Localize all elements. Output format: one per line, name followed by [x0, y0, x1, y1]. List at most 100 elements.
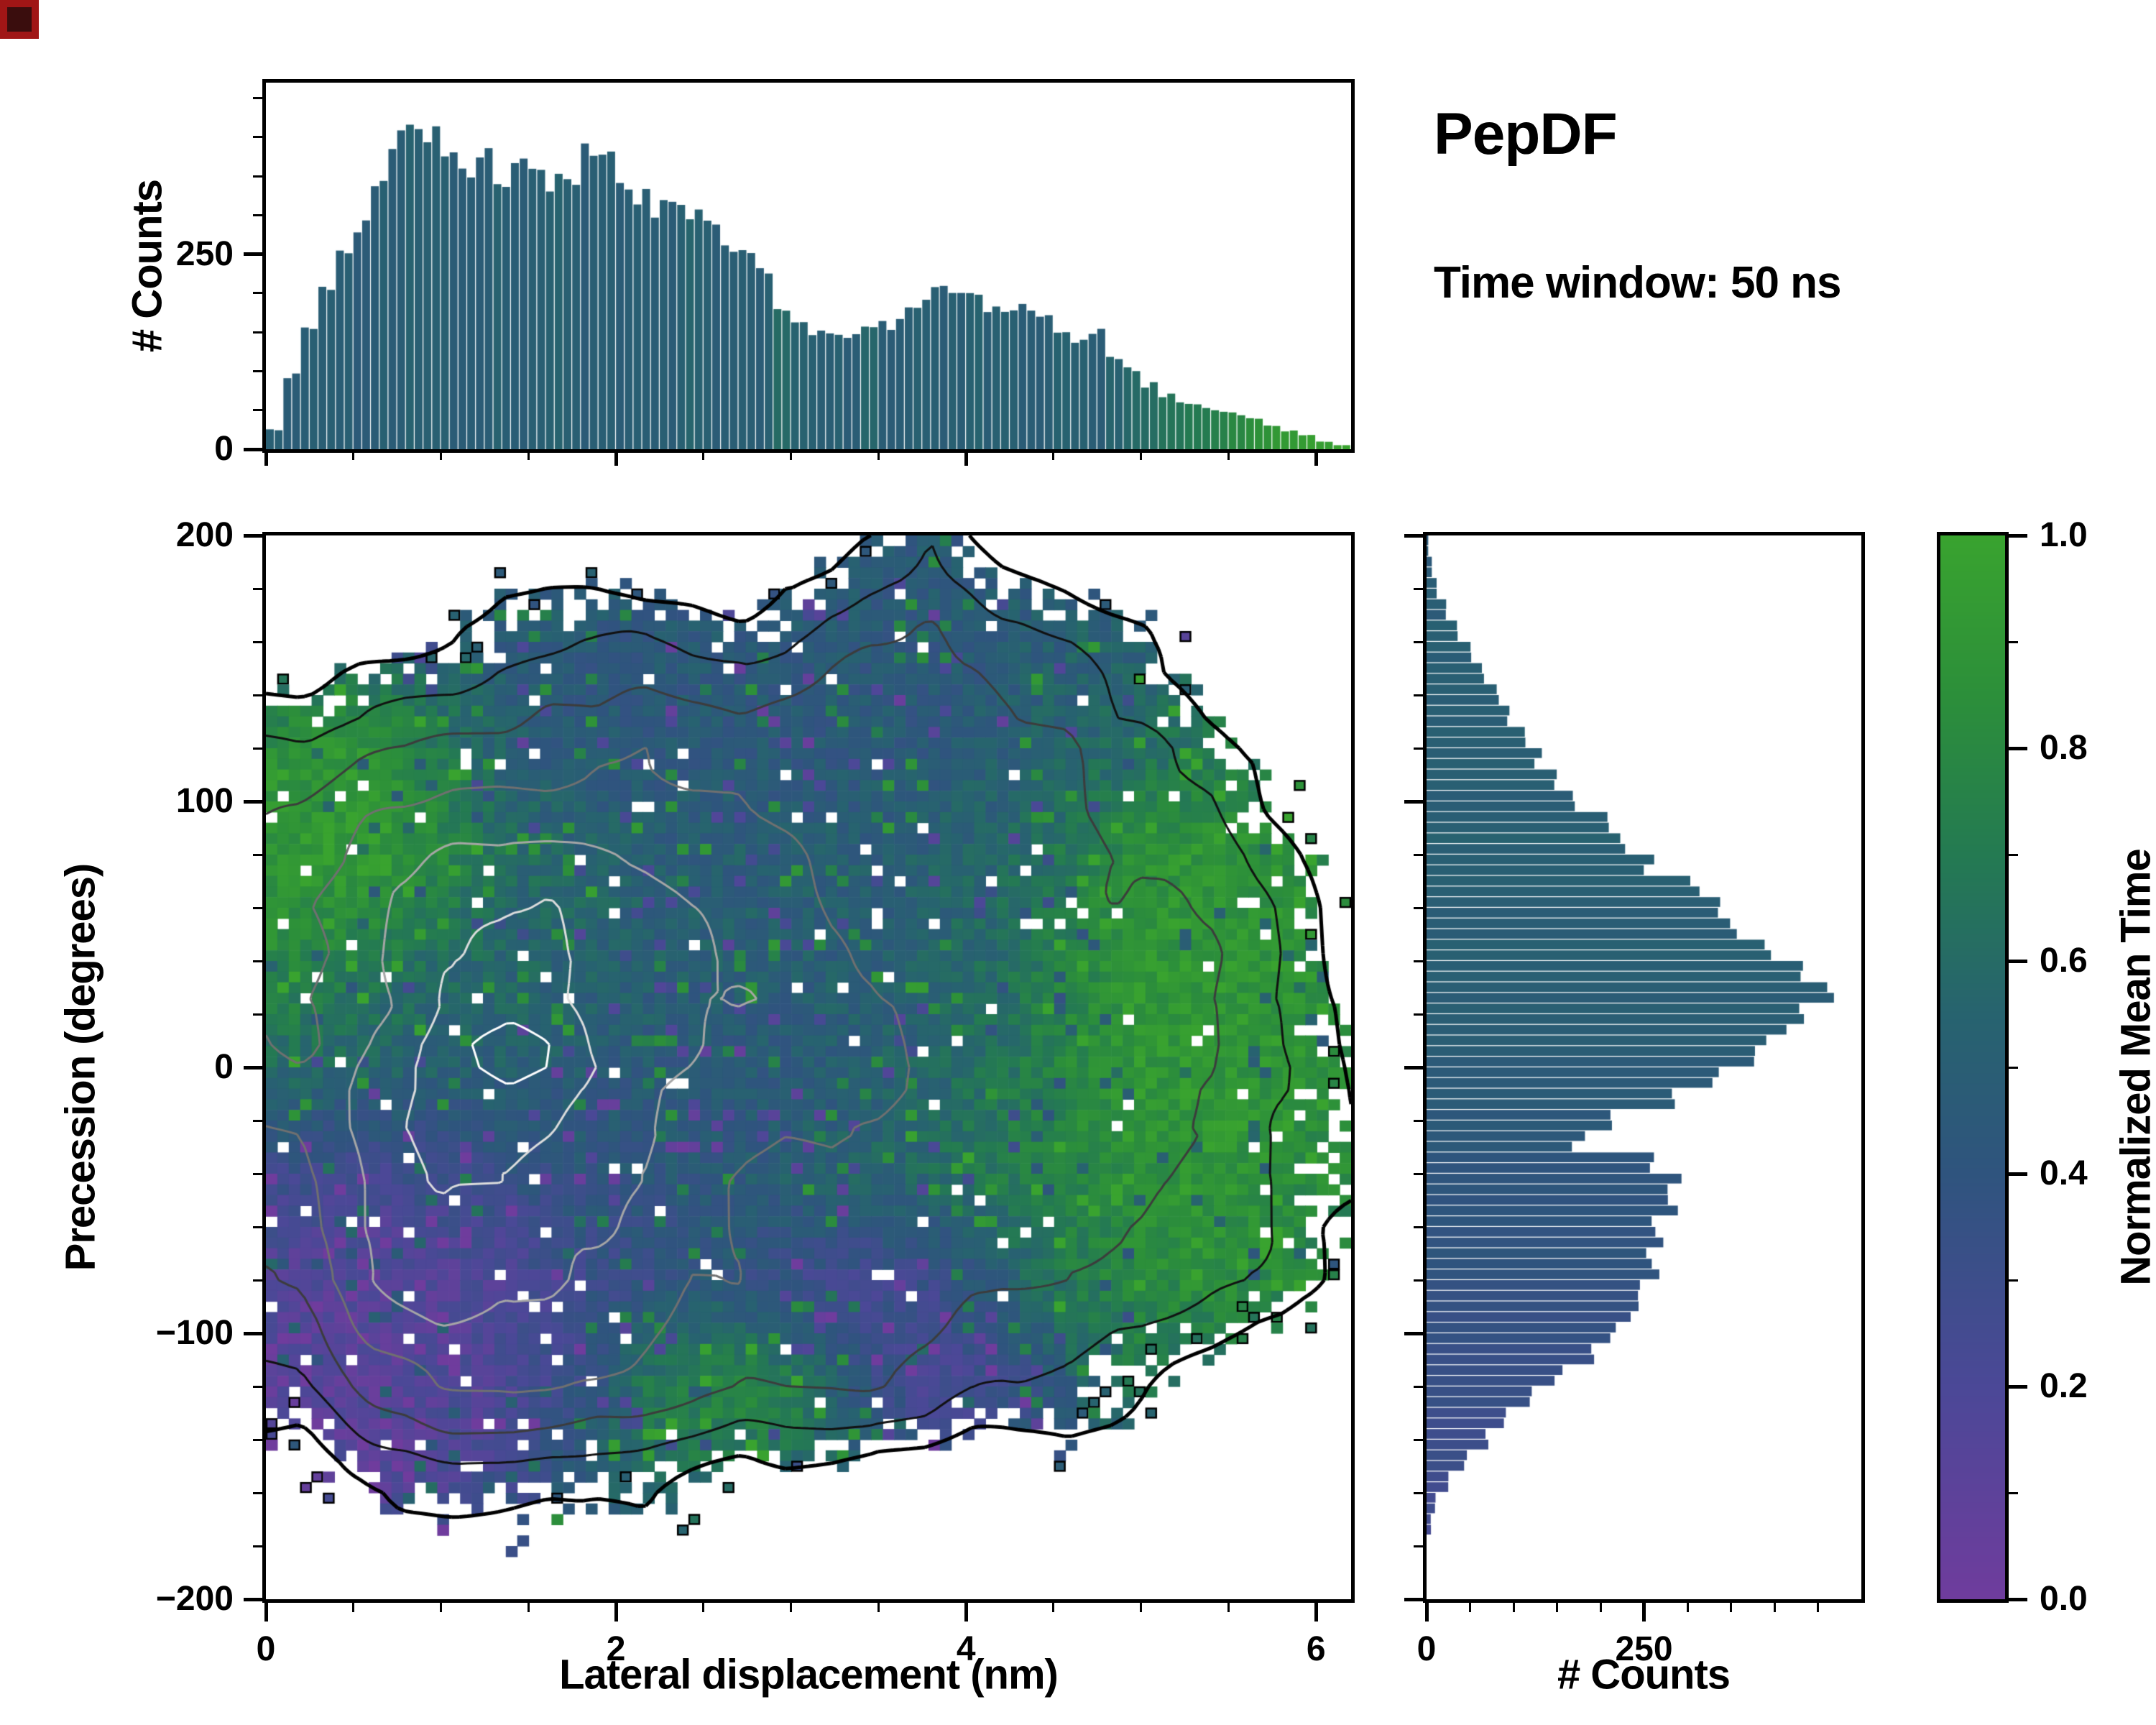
tick-mark	[253, 1225, 262, 1228]
tick-mark	[253, 1385, 262, 1388]
tick-mark	[1414, 1119, 1423, 1122]
tick-mark	[253, 587, 262, 590]
tick-label: 0	[214, 1048, 234, 1086]
tick-mark	[1404, 1597, 1423, 1601]
tick-mark	[253, 1119, 262, 1122]
tick-label: 0.4	[2040, 1154, 2088, 1192]
tick-label: 0	[256, 1630, 276, 1668]
tick-mark	[244, 1065, 262, 1070]
tick-mark	[790, 453, 793, 460]
tick-mark	[1512, 1603, 1515, 1612]
right-histogram-canvas	[1427, 535, 1861, 1599]
tick-mark	[2009, 533, 2027, 538]
tick-mark	[1642, 1603, 1646, 1622]
tick-mark	[244, 1331, 262, 1335]
tick-mark	[2009, 959, 2027, 963]
tick-mark	[253, 906, 262, 909]
tick-mark	[352, 1603, 355, 1612]
tick-mark	[244, 533, 262, 538]
tick-mark	[253, 331, 262, 334]
tick-mark	[1817, 1603, 1819, 1612]
tick-mark	[1556, 1603, 1558, 1612]
tick-mark	[2009, 746, 2027, 750]
tick-label: 0.6	[2040, 942, 2088, 980]
tick-mark	[1314, 1603, 1318, 1622]
tick-label: 1.0	[2040, 516, 2088, 554]
tick-mark	[264, 453, 268, 466]
tick-mark	[527, 453, 530, 460]
tick-label: 4	[956, 1630, 976, 1668]
tick-mark	[1414, 1491, 1423, 1494]
tick-mark	[2009, 1384, 2027, 1389]
corner-artifact-inner	[7, 7, 32, 32]
tick-mark	[1469, 1603, 1471, 1612]
tick-mark	[1414, 747, 1423, 750]
tick-mark	[253, 369, 262, 372]
tick-label: 250	[175, 234, 234, 273]
tick-mark	[1052, 453, 1055, 460]
tick-mark	[1414, 1438, 1423, 1441]
tick-mark	[253, 694, 262, 696]
tick-mark	[1404, 533, 1423, 538]
tick-label: 200	[175, 516, 234, 554]
tick-mark	[253, 640, 262, 643]
main-heatmap-panel	[262, 532, 1355, 1603]
tick-mark	[1404, 799, 1423, 804]
tick-label: 6	[1306, 1630, 1326, 1668]
tick-mark	[2009, 1597, 2027, 1601]
tick-label: 100	[175, 782, 234, 820]
tick-label: 2	[606, 1630, 626, 1668]
tick-mark	[964, 1603, 968, 1622]
tick-mark	[1414, 587, 1423, 590]
tick-mark	[1414, 694, 1423, 696]
tick-mark	[253, 292, 262, 295]
tick-mark	[1314, 453, 1318, 466]
tick-mark	[614, 1603, 618, 1622]
top-histogram-canvas	[266, 83, 1351, 449]
tick-mark	[244, 252, 262, 257]
tick-mark	[877, 453, 880, 460]
tick-mark	[1414, 960, 1423, 962]
tick-mark	[702, 453, 705, 460]
tick-mark	[1404, 1331, 1423, 1335]
tick-mark	[253, 97, 262, 100]
tick-mark	[2009, 1066, 2018, 1069]
tick-label: 0.0	[2040, 1580, 2088, 1618]
main-xlabel: Lateral displacement (nm)	[559, 1651, 1059, 1698]
tick-mark	[1599, 1603, 1602, 1612]
tick-label: 250	[1615, 1630, 1673, 1668]
tick-mark	[1414, 1225, 1423, 1228]
tick-mark	[1404, 1065, 1423, 1070]
tick-mark	[702, 1603, 705, 1612]
tick-mark	[1414, 1385, 1423, 1388]
figure-subtitle: Time window: 50 ns	[1434, 258, 1842, 308]
tick-mark	[1730, 1603, 1732, 1612]
right-histogram-panel	[1423, 532, 1865, 1603]
main-heatmap-canvas	[266, 535, 1351, 1599]
tick-mark	[1686, 1603, 1689, 1612]
figure-title: PepDF	[1434, 101, 1618, 167]
tick-mark	[253, 960, 262, 962]
tick-mark	[1414, 1013, 1423, 1016]
tick-mark	[1140, 1603, 1143, 1612]
colorbar-canvas	[1940, 535, 2005, 1599]
tick-mark	[2009, 640, 2018, 643]
tick-mark	[1424, 1603, 1429, 1622]
tick-mark	[253, 175, 262, 178]
tick-mark	[2009, 1491, 2018, 1494]
tick-mark	[790, 1603, 793, 1612]
tick-mark	[440, 453, 443, 460]
tick-label: 0.8	[2040, 729, 2088, 767]
tick-mark	[253, 409, 262, 412]
tick-label: −100	[155, 1314, 234, 1352]
tick-mark	[253, 1491, 262, 1494]
tick-mark	[1414, 1172, 1423, 1175]
top-histogram-panel	[262, 79, 1355, 453]
tick-mark	[2009, 1172, 2027, 1176]
tick-mark	[253, 1545, 262, 1547]
tick-label: 0	[1416, 1630, 1437, 1668]
tick-mark	[244, 1597, 262, 1601]
tick-mark	[253, 1438, 262, 1441]
tick-mark	[614, 453, 618, 466]
